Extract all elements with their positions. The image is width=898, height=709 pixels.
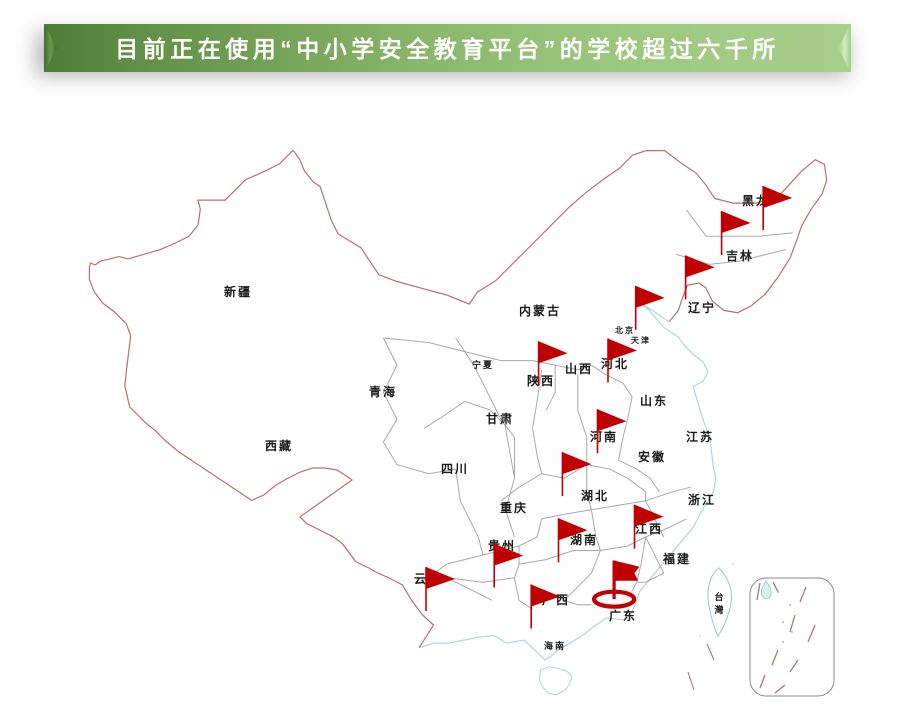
svg-text:山西: 山西 <box>565 361 593 376</box>
svg-text:北京: 北京 <box>615 325 635 335</box>
svg-text:山东: 山东 <box>640 393 668 408</box>
svg-text:辽宁: 辽宁 <box>688 300 716 315</box>
svg-text:湖北: 湖北 <box>581 488 609 503</box>
svg-text:天津: 天津 <box>631 335 651 345</box>
svg-text:新疆: 新疆 <box>224 284 252 299</box>
svg-text:台: 台 <box>714 591 723 602</box>
svg-text:浙江: 浙江 <box>688 492 716 507</box>
svg-text:广东: 广东 <box>609 608 637 623</box>
svg-text:甘肃: 甘肃 <box>486 411 514 426</box>
svg-text:四川: 四川 <box>441 462 469 476</box>
svg-text:内蒙古: 内蒙古 <box>519 303 561 318</box>
svg-text:宁夏: 宁夏 <box>472 359 494 370</box>
svg-text:灣: 灣 <box>714 604 723 615</box>
svg-text:青海: 青海 <box>369 384 397 399</box>
svg-text:陕西: 陕西 <box>527 373 555 388</box>
svg-text:西藏: 西藏 <box>265 438 293 453</box>
svg-text:福建: 福建 <box>662 551 691 566</box>
svg-text:海南: 海南 <box>544 640 566 651</box>
svg-text:安徽: 安徽 <box>638 449 666 464</box>
svg-text:江苏: 江苏 <box>686 429 714 444</box>
svg-text:重庆: 重庆 <box>500 500 528 515</box>
svg-text:河南: 河南 <box>589 429 618 444</box>
svg-text:吉林: 吉林 <box>726 248 754 263</box>
